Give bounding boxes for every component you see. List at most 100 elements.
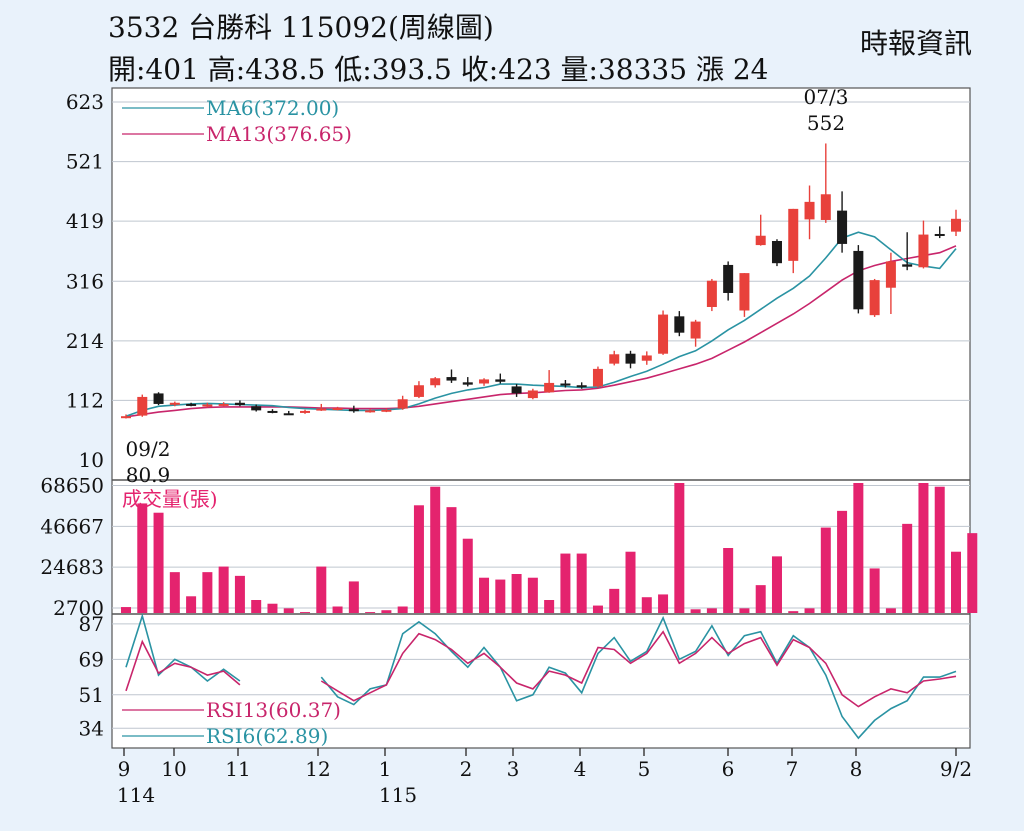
volume-bar [267, 603, 278, 613]
month-label: 8 [850, 757, 863, 781]
volume-bar [462, 538, 473, 613]
candle-body [837, 210, 848, 244]
month-label: 12 [305, 757, 330, 781]
volume-bar [641, 597, 652, 613]
month-label: 10 [161, 757, 186, 781]
volume-bar [413, 505, 424, 613]
volume-bar [218, 566, 229, 613]
source-label: 時報資訊 [859, 27, 972, 60]
ma6-line [125, 231, 957, 417]
volume-tick-label: 24683 [40, 555, 104, 579]
rsi-tick-label: 51 [79, 683, 104, 707]
rsi13-line [125, 639, 241, 692]
volume-bar [609, 588, 620, 613]
candle-body [755, 235, 766, 246]
candle-body [609, 354, 620, 364]
candle-body [951, 218, 961, 232]
candle-body [511, 386, 522, 394]
volume-bar [739, 608, 750, 613]
volume-bar [869, 568, 880, 613]
candle-body [267, 410, 278, 413]
volume-bar [690, 609, 701, 613]
candle-body [788, 208, 799, 261]
candle-body [934, 233, 945, 236]
candle-body [527, 390, 538, 399]
candle-body [397, 399, 408, 409]
high-value-label: 552 [807, 111, 845, 135]
candle-body [137, 396, 148, 416]
candle-body [316, 408, 327, 411]
candle-body [413, 385, 424, 397]
candle-body [462, 382, 473, 385]
price-tick-label: 112 [66, 388, 104, 412]
volume-bar [885, 608, 896, 613]
month-label: 6 [722, 757, 735, 781]
month-label: 3 [507, 757, 520, 781]
candle-body [251, 406, 262, 411]
ohlc-summary: 開:401 高:438.5 低:393.5 收:423 量:38335 漲 24 [108, 53, 769, 86]
candle-body [186, 403, 197, 406]
volume-bar [853, 483, 864, 613]
candle-body [804, 201, 815, 220]
volume-bar [755, 585, 766, 613]
volume-bar [788, 611, 799, 613]
volume-bar [592, 605, 603, 613]
price-tick-label: 419 [66, 209, 104, 233]
volume-bar [674, 483, 685, 613]
candle-body [592, 368, 603, 387]
volume-bar [316, 566, 327, 613]
candle-body [234, 402, 245, 406]
volume-tick-label: 2700 [53, 596, 104, 620]
volume-bar [251, 600, 262, 613]
volume-bar [169, 572, 180, 613]
volume-bar [495, 579, 506, 613]
year-label: 115 [379, 783, 417, 807]
volume-bar [544, 600, 555, 613]
month-label: 11 [225, 757, 250, 781]
volume-bar [837, 510, 848, 613]
candle-body [300, 410, 311, 413]
candle-body [706, 280, 717, 307]
low-date-label: 09/2 [126, 437, 171, 461]
volume-bar [527, 577, 538, 613]
volume-bar [479, 577, 490, 613]
candle-body [365, 410, 376, 413]
volume-bar [397, 606, 408, 613]
rsi-tick-label: 69 [79, 647, 104, 671]
volume-bar [121, 607, 131, 613]
candle-body [218, 403, 229, 406]
chart-title: 3532 台勝科 115092(周線圖) [108, 11, 494, 44]
volume-bar [560, 553, 571, 613]
legend-label: MA6(372.00) [206, 96, 339, 120]
candle-body [658, 314, 669, 354]
candle-body [332, 408, 343, 411]
month-label: 9 [118, 757, 131, 781]
rsi6-line [320, 615, 957, 740]
volume-bar [804, 608, 815, 613]
volume-bar [186, 596, 197, 613]
candle-body [690, 321, 701, 339]
volume-bar [446, 507, 457, 613]
candle-body [169, 402, 180, 405]
candle-body [625, 353, 636, 364]
candle-body [739, 273, 750, 311]
candle-body [202, 404, 213, 407]
candle-body [641, 355, 652, 361]
legend-label: RSI13(60.37) [206, 698, 341, 722]
candle-body [446, 377, 457, 381]
volume-bar [202, 572, 213, 613]
candle-body [121, 416, 131, 419]
candle-body [820, 194, 831, 220]
candle-body [576, 385, 587, 388]
volume-bar [511, 574, 522, 613]
candle-body [674, 316, 685, 333]
month-label: 7 [786, 757, 799, 781]
volume-tick-label: 46667 [40, 514, 104, 538]
volume-bar [153, 512, 164, 613]
volume-bar [967, 533, 978, 613]
legend-label: MA13(376.65) [206, 122, 352, 146]
price-tick-label: 10 [79, 448, 104, 472]
volume-bar [625, 551, 636, 613]
candle-body [918, 234, 929, 268]
